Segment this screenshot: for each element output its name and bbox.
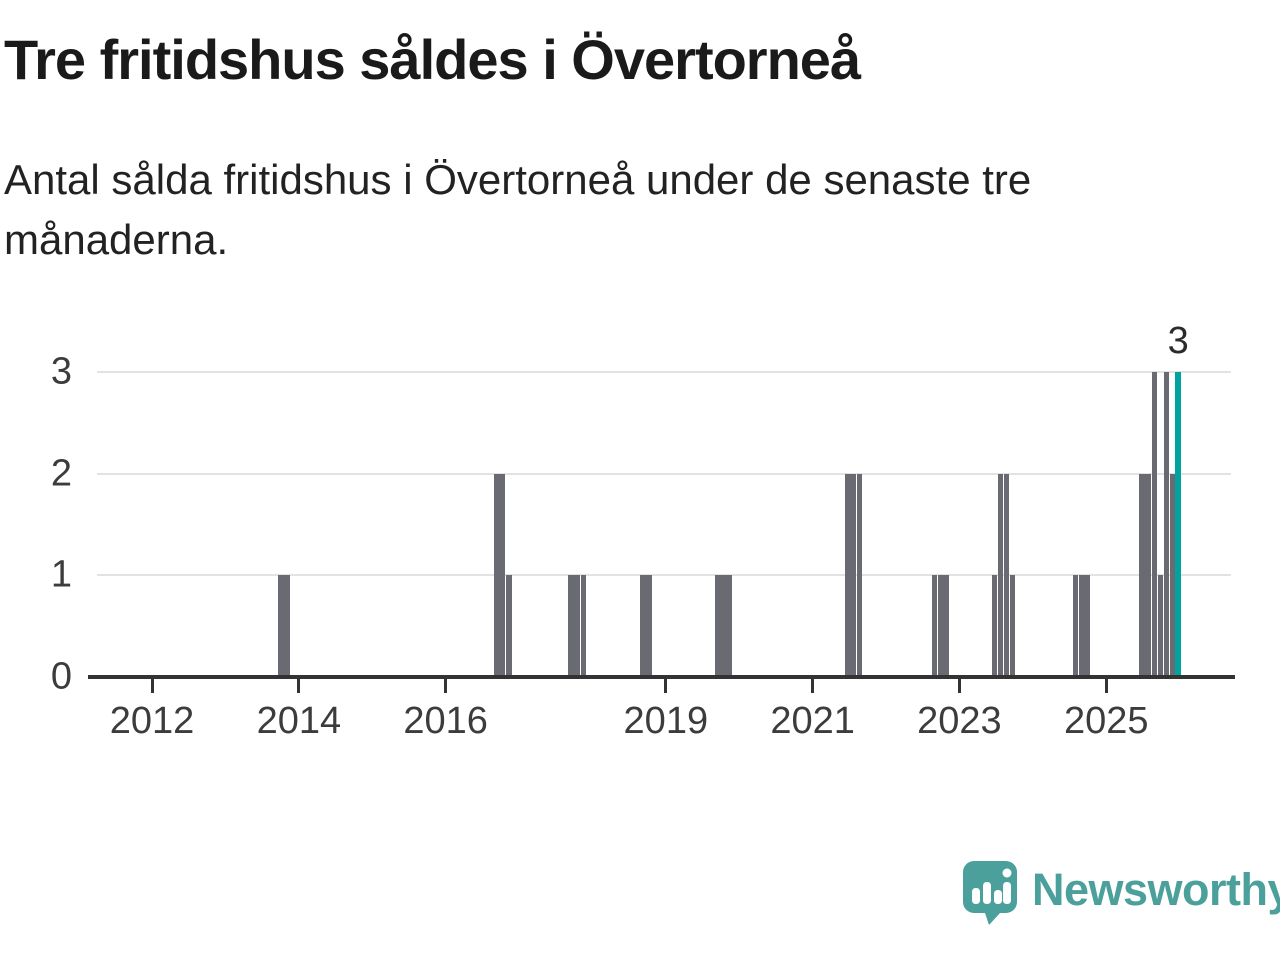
x-axis-tick-label: 2014 bbox=[256, 700, 342, 742]
bar bbox=[943, 575, 949, 677]
bar bbox=[574, 575, 580, 677]
latest-value-annotation: 3 bbox=[1167, 320, 1189, 362]
bar bbox=[1078, 575, 1085, 677]
bar bbox=[1139, 473, 1145, 677]
bar bbox=[646, 575, 652, 677]
x-axis-tick bbox=[297, 679, 301, 693]
bar bbox=[1157, 575, 1164, 677]
chart-subtitle: Antal sålda fritidshus i Övertorneå unde… bbox=[4, 150, 1244, 270]
y-gridline bbox=[97, 574, 1231, 577]
y-axis-tick-label: 2 bbox=[50, 452, 72, 495]
bar-current-highlight bbox=[1175, 372, 1181, 677]
bar bbox=[937, 575, 944, 677]
x-axis-tick bbox=[811, 679, 815, 693]
bar bbox=[493, 473, 500, 677]
bar bbox=[850, 473, 857, 677]
newsworthy-brand: Newsworthy bbox=[962, 860, 1280, 926]
y-axis-tick-label: 3 bbox=[50, 350, 72, 393]
bar bbox=[721, 575, 727, 677]
x-axis-tick-label: 2019 bbox=[623, 700, 709, 742]
y-axis-tick-label: 0 bbox=[50, 655, 72, 698]
bar bbox=[580, 575, 587, 677]
brand-wordmark: Newsworthy bbox=[1032, 864, 1280, 915]
bar bbox=[1009, 575, 1016, 677]
bar bbox=[845, 473, 851, 677]
y-axis-tick-label: 1 bbox=[50, 553, 72, 596]
bar bbox=[568, 575, 574, 677]
chart-title: Tre fritidshus såldes i Övertorneå bbox=[4, 28, 861, 91]
bar bbox=[1072, 575, 1079, 677]
x-axis-tick-label: 2012 bbox=[109, 700, 195, 742]
x-axis-tick-label: 2021 bbox=[770, 700, 855, 742]
bar bbox=[506, 575, 512, 677]
x-axis-tick-label: 2023 bbox=[917, 700, 1002, 742]
x-axis-line bbox=[88, 675, 1235, 679]
bar bbox=[499, 473, 505, 677]
x-axis-tick bbox=[664, 679, 668, 693]
x-axis-tick-label: 2016 bbox=[403, 700, 488, 742]
bar bbox=[1145, 473, 1151, 677]
bar bbox=[284, 575, 290, 677]
bar bbox=[1163, 372, 1170, 677]
x-axis-tick bbox=[150, 679, 154, 693]
chart-subtitle-line2: månaderna. bbox=[4, 216, 229, 263]
bar bbox=[278, 575, 284, 677]
bar bbox=[726, 575, 733, 677]
bar bbox=[715, 575, 721, 677]
x-axis-tick-label: 2025 bbox=[1063, 700, 1149, 742]
y-gridline bbox=[97, 371, 1231, 373]
bar bbox=[1084, 575, 1090, 677]
x-axis-tick bbox=[957, 679, 961, 693]
bar bbox=[997, 473, 1004, 677]
y-gridline bbox=[97, 472, 1231, 475]
bar bbox=[1151, 372, 1158, 677]
bar bbox=[931, 575, 938, 677]
x-axis-tick bbox=[444, 679, 448, 693]
newsworthy-logo-icon bbox=[963, 861, 1017, 925]
chart-subtitle-line1: Antal sålda fritidshus i Övertorneå unde… bbox=[4, 156, 1032, 203]
bar bbox=[991, 575, 998, 677]
bar bbox=[1169, 473, 1176, 677]
bar bbox=[856, 473, 863, 677]
bar bbox=[640, 575, 646, 677]
bar bbox=[1003, 473, 1010, 677]
x-axis-tick bbox=[1104, 679, 1108, 693]
